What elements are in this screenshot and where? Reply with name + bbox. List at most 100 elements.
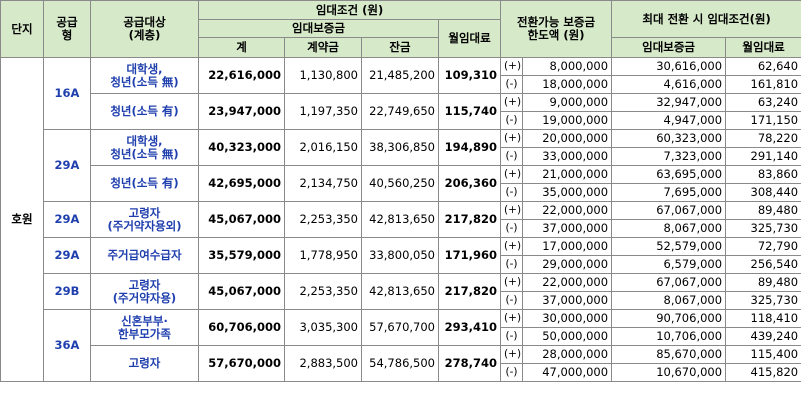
monthly-rent: 206,360 [437, 165, 502, 202]
max-deposit: 7,695,000 [611, 183, 727, 202]
table-row: (-) 50,000,000 10,706,000 439,240 [1, 327, 801, 346]
max-deposit: 52,579,000 [611, 237, 727, 256]
convertible-limit: 28,000,000 [522, 345, 613, 364]
max-monthly: 325,730 [725, 219, 801, 238]
max-monthly: 115,400 [725, 345, 801, 364]
convertible-limit: 18,000,000 [522, 75, 613, 94]
max-monthly: 171,150 [725, 111, 801, 130]
convertible-limit: 50,000,000 [522, 327, 613, 346]
max-monthly: 291,140 [725, 147, 801, 166]
max-monthly: 78,220 [725, 129, 801, 148]
max-deposit: 4,616,000 [611, 75, 727, 94]
deposit-total: 22,616,000 [198, 57, 285, 94]
table-row: (-) 37,000,000 8,067,000 325,730 [1, 219, 801, 238]
target-group: 대학생, 청년(소득 無) [90, 57, 199, 94]
max-monthly: 308,440 [725, 183, 801, 202]
deposit-balance: 40,560,250 [361, 165, 439, 202]
table-row: 29B 고령자 (주거약자용) 45,067,000 2,253,350 42,813,… [1, 273, 801, 310]
monthly-rent: 217,820 [437, 201, 502, 238]
monthly-rent: 194,890 [437, 129, 502, 166]
target-group: 고령자 (주거약자용외) [90, 201, 199, 238]
conversion-sign: (+) [500, 57, 524, 76]
deposit-contract: 1,130,800 [284, 57, 362, 94]
conversion-sign: (-) [500, 255, 524, 274]
conversion-sign: (+) [500, 129, 524, 148]
conversion-sign: (-) [500, 147, 524, 166]
convertible-limit: 19,000,000 [522, 111, 613, 130]
monthly-rent: 278,740 [437, 345, 502, 382]
conversion-sign: (-) [500, 183, 524, 202]
header-supply-type: 공급 형 [43, 0, 91, 58]
max-deposit: 67,067,000 [611, 201, 727, 220]
header-max-deposit: 임대보증금 [611, 37, 727, 58]
conversion-sign: (+) [500, 93, 524, 112]
max-monthly: 89,480 [725, 201, 801, 220]
deposit-total: 57,670,000 [198, 345, 285, 382]
max-monthly: 63,240 [725, 93, 801, 112]
deposit-contract: 1,197,350 [284, 93, 362, 130]
max-deposit: 7,323,000 [611, 147, 727, 166]
max-deposit: 8,067,000 [611, 219, 727, 238]
conversion-sign: (+) [500, 165, 524, 184]
header-balance: 잔금 [361, 37, 439, 58]
max-deposit: 30,616,000 [611, 57, 727, 76]
target-group: 고령자 [90, 345, 199, 382]
max-monthly: 62,640 [725, 57, 801, 76]
target-group: 고령자 (주거약자용) [90, 273, 199, 310]
supply-type: 36A [43, 309, 91, 382]
supply-type: 29B [43, 273, 91, 310]
deposit-total: 45,067,000 [198, 201, 285, 238]
header-max-conversion: 최대 전환 시 임대조건(원) [611, 0, 801, 38]
conversion-sign: (+) [500, 201, 524, 220]
convertible-limit: 37,000,000 [522, 219, 613, 238]
target-group: 대학생, 청년(소득 無) [90, 129, 199, 166]
convertible-limit: 22,000,000 [522, 273, 613, 292]
conversion-sign: (-) [500, 291, 524, 310]
table-row: 청년(소득 有) 42,695,000 2,134,750 40,560,250 206… [1, 165, 801, 202]
monthly-rent: 115,740 [437, 93, 502, 130]
supply-type: 29A [43, 201, 91, 238]
table-body: 호원 16A 대학생, 청년(소득 無) 22,616,000 1,130,800 21,… [0, 57, 801, 382]
header-max-monthly: 월임대료 [725, 37, 801, 58]
monthly-rent: 171,960 [437, 237, 502, 274]
deposit-total: 40,323,000 [198, 129, 285, 166]
convertible-limit: 47,000,000 [522, 363, 613, 382]
deposit-balance: 42,813,650 [361, 273, 439, 310]
max-monthly: 325,730 [725, 291, 801, 310]
max-deposit: 10,670,000 [611, 363, 727, 382]
deposit-balance: 33,800,050 [361, 237, 439, 274]
conversion-sign: (+) [500, 309, 524, 328]
conversion-sign: (+) [500, 273, 524, 292]
deposit-contract: 2,883,500 [284, 345, 362, 382]
convertible-limit: 9,000,000 [522, 93, 613, 112]
deposit-balance: 21,485,200 [361, 57, 439, 94]
conversion-sign: (-) [500, 219, 524, 238]
max-deposit: 32,947,000 [611, 93, 727, 112]
conversion-sign: (-) [500, 363, 524, 382]
table-row: 호원 16A 대학생, 청년(소득 無) 22,616,000 1,130,800 21,… [0, 57, 801, 382]
supply-type: 29A [43, 237, 91, 274]
table-row: (-) 29,000,000 6,579,000 256,540 [1, 255, 801, 274]
table-row: 29A 주거급여수급자 35,579,000 1,778,950 33,800,050 1… [1, 237, 801, 274]
max-monthly: 89,480 [725, 273, 801, 292]
max-monthly: 118,410 [725, 309, 801, 328]
convertible-limit: 33,000,000 [522, 147, 613, 166]
deposit-balance: 22,749,650 [361, 93, 439, 130]
target-group: 주거급여수급자 [90, 237, 199, 274]
supply-type: 16A [43, 57, 91, 130]
max-deposit: 85,670,000 [611, 345, 727, 364]
deposit-total: 60,706,000 [198, 309, 285, 346]
deposit-balance: 42,813,650 [361, 201, 439, 238]
deposit-balance: 38,306,850 [361, 129, 439, 166]
max-monthly: 72,790 [725, 237, 801, 256]
max-monthly: 83,860 [725, 165, 801, 184]
supply-type: 29A [43, 129, 91, 202]
deposit-balance: 57,670,700 [361, 309, 439, 346]
deposit-contract: 2,253,350 [284, 273, 362, 310]
max-deposit: 10,706,000 [611, 327, 727, 346]
rent-conditions-table: 단지 공급 형 공급대상 (계층) 임대조건 (원) 전환가능 보증금 한도액 … [0, 0, 801, 382]
max-deposit: 67,067,000 [611, 273, 727, 292]
conversion-sign: (-) [500, 327, 524, 346]
max-deposit: 4,947,000 [611, 111, 727, 130]
max-deposit: 90,706,000 [611, 309, 727, 328]
